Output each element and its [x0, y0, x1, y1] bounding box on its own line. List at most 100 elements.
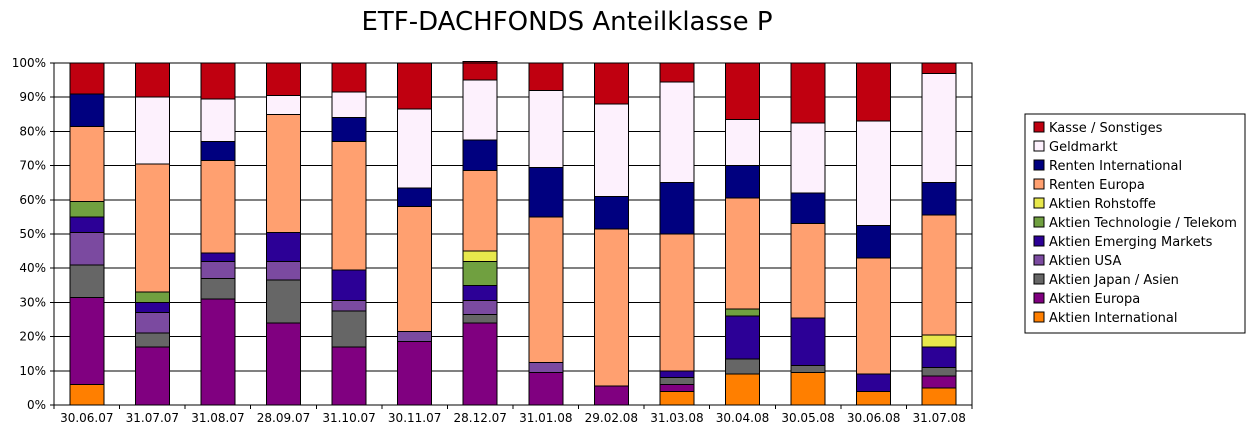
- bar-segment: [331, 117, 367, 143]
- legend-label: Aktien Emerging Markets: [1049, 235, 1213, 250]
- bar-segment: [397, 341, 433, 406]
- x-tick-label: 28.09.07: [257, 411, 310, 425]
- bar-segment: [200, 260, 236, 279]
- bar-segment: [266, 260, 301, 281]
- y-tick-label: 50%: [19, 227, 46, 241]
- bar-segment: [725, 118, 760, 167]
- bar-segment: [462, 260, 498, 286]
- bar-segment: [266, 322, 301, 406]
- y-tick-label: 0%: [27, 398, 46, 412]
- legend-label: Aktien Rohstoffe: [1049, 197, 1156, 212]
- bars: [69, 60, 957, 406]
- bar-segment: [200, 98, 236, 143]
- bar-segment: [790, 62, 826, 124]
- bar-segment: [725, 165, 760, 199]
- bar-segment: [69, 296, 105, 385]
- bar-segment: [462, 300, 498, 315]
- bar-segment: [856, 120, 892, 226]
- bar-segment: [462, 322, 498, 406]
- axes: [53, 62, 973, 406]
- bar-segment: [528, 216, 564, 363]
- bar-segment: [659, 377, 695, 385]
- bar-segment: [200, 62, 236, 100]
- bar-segment: [69, 62, 105, 95]
- bar-segment: [331, 300, 367, 312]
- x-tick-label: 29.02.08: [585, 411, 638, 425]
- bar-segment: [856, 224, 892, 259]
- bar-segment: [69, 216, 105, 233]
- bar-segment: [659, 182, 695, 235]
- bar-segment: [462, 79, 498, 141]
- legend-label: Aktien USA: [1049, 254, 1122, 269]
- x-axis-ticks: 30.06.07 31.07.07 31.08.07 28.09.07 31.10.07…: [53, 405, 973, 425]
- legend-label: Geldmarkt: [1049, 140, 1118, 155]
- y-tick-label: 90%: [19, 90, 46, 104]
- bar-segment: [921, 182, 957, 216]
- bar-segment: [200, 159, 236, 254]
- legend: Kasse / Sonstiges Geldmarkt Renten Interna…: [1024, 113, 1246, 334]
- bar-segment: [659, 383, 695, 392]
- legend-label: Aktien Europa: [1049, 292, 1140, 307]
- bar-segment: [528, 361, 564, 374]
- legend-label: Renten Europa: [1049, 178, 1145, 193]
- bar-segment: [725, 197, 760, 310]
- bar-segment: [134, 96, 170, 165]
- legend-swatch: [1033, 140, 1045, 152]
- legend-swatch: [1033, 197, 1045, 209]
- bar-segment: [921, 346, 957, 368]
- bar-segment: [593, 228, 629, 387]
- x-tick-label: 30.06.08: [847, 411, 900, 425]
- bar-segment: [659, 62, 695, 83]
- legend-label: Aktien International: [1049, 311, 1177, 326]
- bar-segment: [528, 89, 564, 168]
- x-tick-label: 31.07.08: [912, 411, 965, 425]
- x-tick-label: 31.03.08: [650, 411, 703, 425]
- bar-segment: [462, 313, 498, 324]
- bar-segment: [134, 163, 170, 293]
- x-tick-label: 30.05.08: [781, 411, 834, 425]
- y-tick-label: 40%: [19, 261, 46, 275]
- bar-segment: [921, 387, 957, 406]
- legend-swatch: [1033, 254, 1045, 266]
- bar-segment: [528, 166, 564, 218]
- legend-swatch: [1033, 273, 1045, 285]
- y-tick-label: 70%: [19, 159, 46, 173]
- x-tick-label: 30.04.08: [716, 411, 769, 425]
- bar-segment: [921, 334, 957, 348]
- x-tick-label: 31.08.07: [191, 411, 244, 425]
- bar-segment: [659, 81, 695, 184]
- bar-segment: [659, 233, 695, 372]
- bar-segment: [397, 108, 433, 189]
- y-tick-label: 80%: [19, 124, 46, 138]
- bar-segment: [266, 279, 301, 324]
- bar-segment: [462, 284, 498, 302]
- bar-segment: [397, 62, 433, 110]
- y-tick-label: 30%: [19, 295, 46, 309]
- bar-segment: [921, 214, 957, 336]
- bar-segment: [790, 122, 826, 194]
- legend-label: Aktien Japan / Asien: [1049, 273, 1179, 288]
- legend-swatch: [1033, 159, 1045, 171]
- bar-segment: [725, 308, 760, 317]
- bar-segment: [593, 62, 629, 105]
- bar-segment: [134, 346, 170, 406]
- legend-label: Renten International: [1049, 159, 1182, 174]
- bar-segment: [266, 94, 301, 115]
- bar-segment: [69, 201, 105, 218]
- plot-frame: [53, 62, 973, 406]
- y-tick-label: 10%: [19, 364, 46, 378]
- bar-segment: [790, 223, 826, 319]
- bar-segment: [266, 62, 301, 96]
- grid-lines: [54, 62, 972, 406]
- bar-segment: [397, 187, 433, 208]
- bar-segment: [200, 252, 236, 262]
- bar-segment: [856, 373, 892, 392]
- bar-segment: [331, 141, 367, 271]
- bar-segment: [725, 315, 760, 360]
- bar-segment: [462, 60, 498, 81]
- legend-swatch: [1033, 235, 1045, 247]
- bar-segment: [331, 310, 367, 348]
- bar-segment: [331, 269, 367, 302]
- bar-segment: [69, 383, 105, 406]
